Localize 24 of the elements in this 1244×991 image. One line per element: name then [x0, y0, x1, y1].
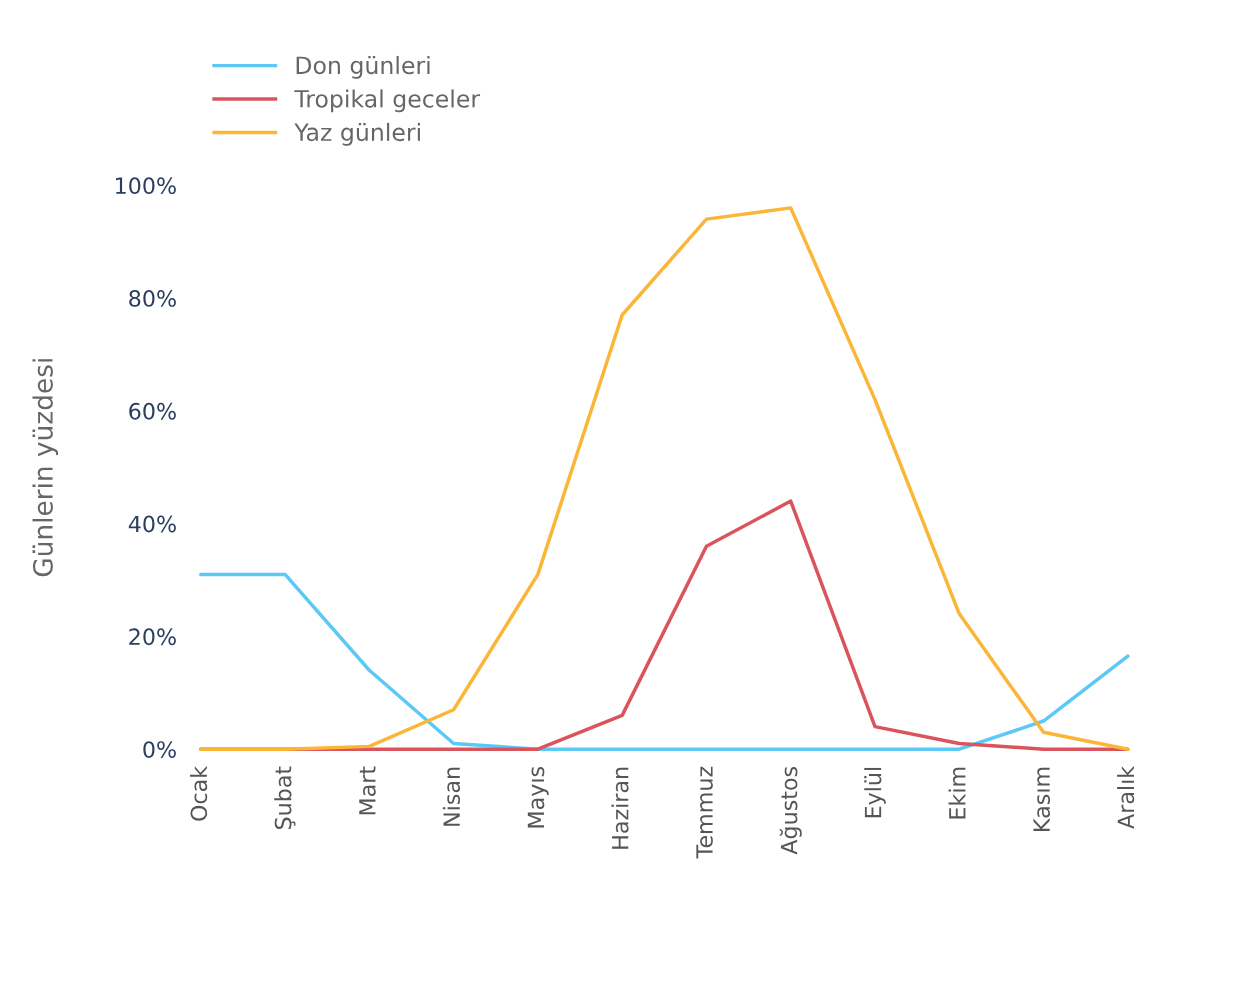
y-tick-label: 100%	[116, 177, 176, 195]
line-series	[199, 206, 1130, 751]
x-tick-label: Nisan	[442, 767, 461, 826]
x-tick-label: Ocak	[190, 765, 208, 821]
y-tick-label: 80%	[129, 290, 176, 307]
x-tick-label: Haziran	[611, 767, 629, 849]
y-tick-label: 0%	[143, 741, 176, 758]
x-tick-label: Eylül	[864, 767, 886, 818]
y-tick-label: 60%	[129, 402, 176, 420]
x-tick-label: Kasım	[1033, 767, 1050, 831]
legend-label: Yaz günleri	[294, 122, 420, 146]
legend-label: Tropikal geceler	[294, 89, 481, 113]
x-tick-label: Mayıs	[527, 766, 549, 828]
y-tick-label: 40%	[128, 515, 176, 533]
x-tick-label: Ağustos	[779, 766, 802, 855]
x-tick-label: Ekim	[948, 767, 966, 819]
y-tick-label: 20%	[129, 628, 176, 646]
x-tick-label: Mart	[359, 766, 376, 815]
x-tick-label: Şubat	[274, 766, 296, 830]
y-axis-title: Günlerin yüzdesi	[32, 359, 59, 577]
x-tick-label: Temmuz	[696, 766, 713, 859]
line-series	[199, 572, 1130, 751]
x-tick-label: Aralık	[1117, 765, 1135, 829]
legend-label: Don günleri	[296, 55, 430, 79]
